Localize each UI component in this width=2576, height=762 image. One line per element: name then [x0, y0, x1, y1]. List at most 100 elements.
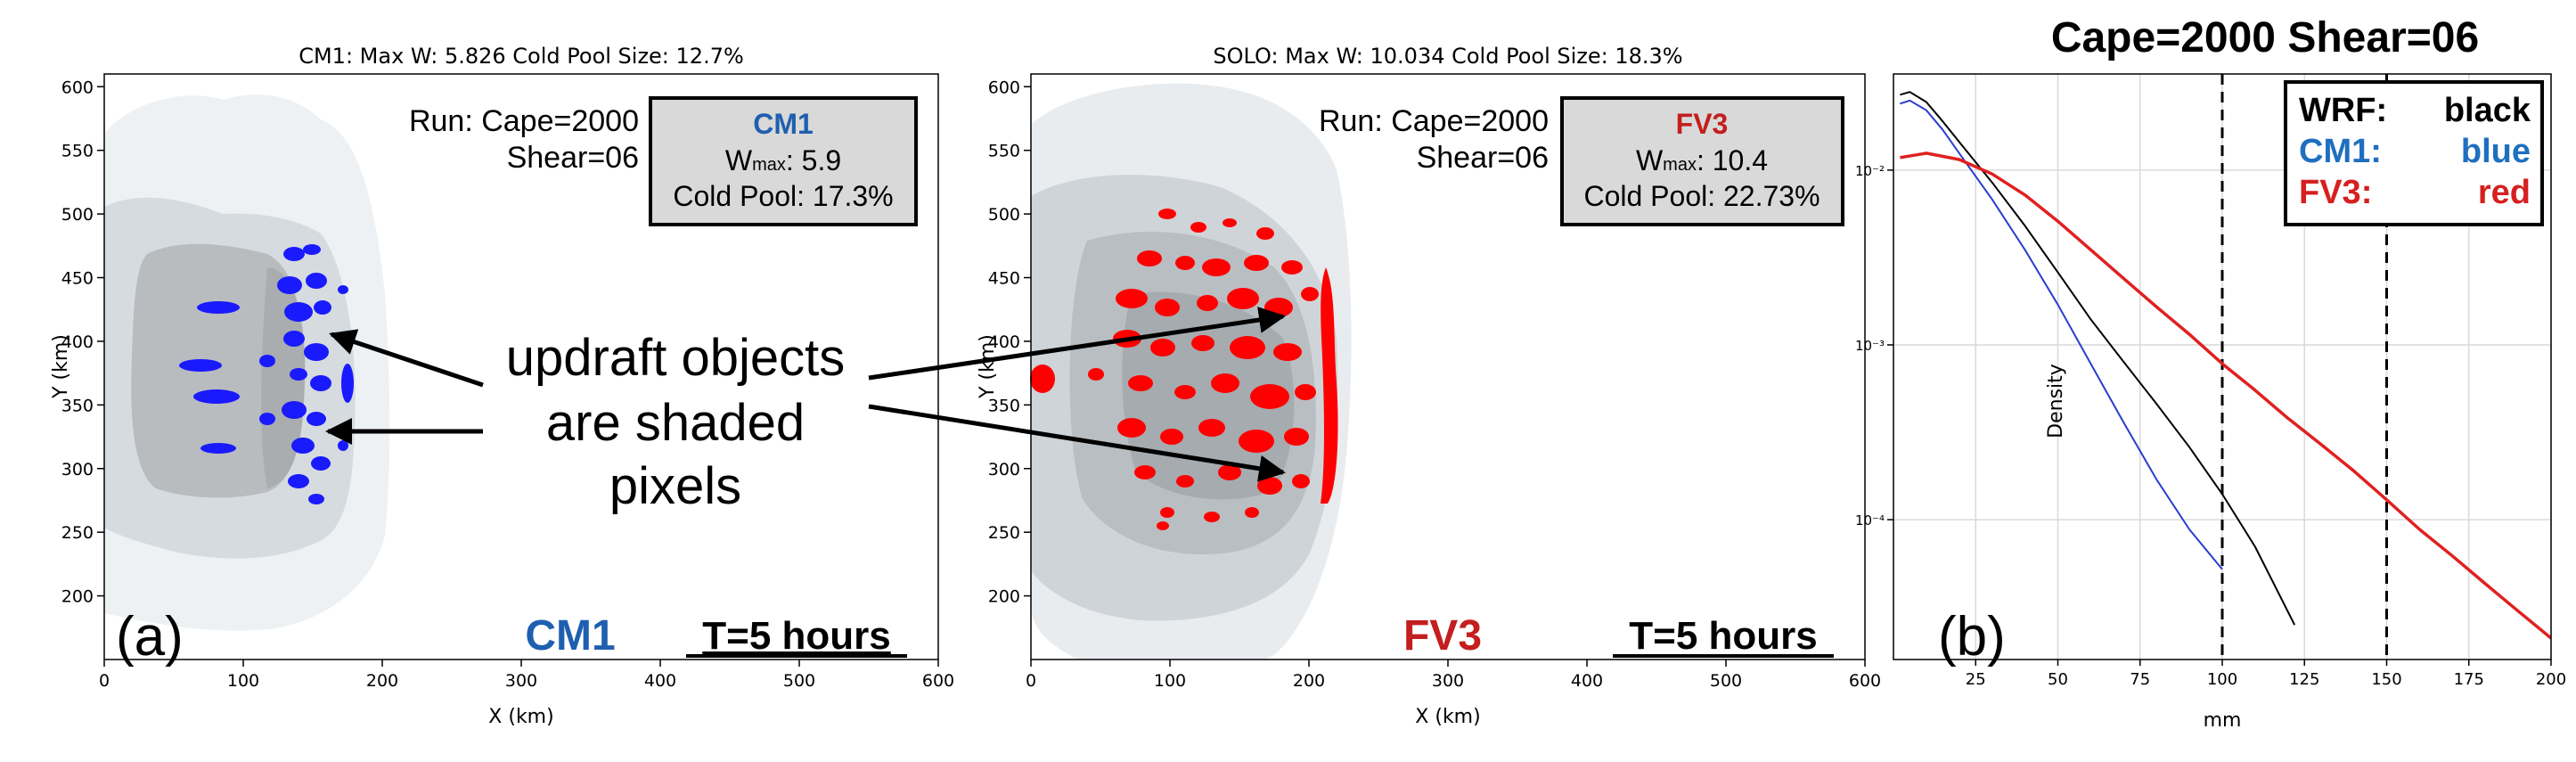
panel-a-letter: (a)	[116, 606, 184, 668]
panel-b-model-label: FV3	[1403, 612, 1482, 660]
x-tick-label: 300	[505, 671, 537, 691]
wrf-series-line	[1900, 91, 2296, 626]
x-tick-label: 125	[2289, 670, 2319, 689]
y-tick-label: 300	[61, 460, 94, 479]
x-tick-label: 0	[99, 671, 110, 691]
panel-a-axes: 0 100 200 300 400 500 600 200 250 300 350 400 450 500…	[61, 78, 954, 691]
panel-a-title: CM1: Max W: 5.826 Cold Pool Size: 12.7%	[298, 44, 744, 69]
panel-a-field	[104, 94, 390, 631]
y-tick-label: 350	[61, 396, 94, 415]
arrow-to-cm1-upper	[329, 329, 484, 388]
panel-c-title: Cape=2000 Shear=06	[2051, 14, 2479, 61]
x-tick-label: 200	[1293, 671, 1325, 691]
panel-a-box-model: CM1	[753, 108, 814, 140]
panel-b-info-box: FV3 Wmax: 10.4 Cold Pool: 22.73%	[1560, 96, 1844, 226]
y-tick-label: 250	[988, 523, 1020, 543]
updraft-annotation: updraft objects are shaded pixels	[325, 307, 1286, 515]
y-tick-label: 550	[61, 142, 94, 161]
panel-b-box-wmax: Wmax: 10.4	[1636, 144, 1768, 176]
panel-c-legend: WRF: black CM1: blue FV3: red	[2284, 80, 2544, 226]
panel-b-xlabel: X (km)	[1415, 706, 1480, 728]
x-tick-label: 25	[1966, 670, 1986, 689]
x-tick-label: 100	[1154, 671, 1186, 691]
x-tick-label: 600	[1849, 671, 1881, 691]
x-tick-label: 200	[2536, 670, 2566, 689]
panel-a-box-coldpool: Cold Pool: 17.3%	[673, 180, 893, 212]
arrow-to-fv3-lower	[868, 404, 1286, 482]
x-tick-label: 150	[2371, 670, 2401, 689]
panel-a-box-wmax: Wmax: 5.9	[725, 144, 841, 176]
panel-c-xlabel: mm	[2204, 709, 2242, 732]
panel-a-model-label: CM1	[525, 612, 615, 660]
panel-b-run-label: Run: Cape=2000	[1319, 104, 1549, 138]
panel-a-ylabel: Y (km)	[50, 334, 72, 399]
y-tick-label: 250	[61, 523, 94, 543]
y-tick-label: 10⁻⁴	[1855, 512, 1885, 528]
y-tick-label: 350	[988, 396, 1020, 415]
x-tick-label: 100	[2207, 670, 2237, 689]
cold-pool-inner	[131, 243, 304, 498]
panel-a: CM1: Max W: 5.826 Cold Pool Size: 12.7%	[50, 44, 954, 728]
panel-c-ylabel: Density	[2045, 364, 2067, 438]
x-tick-label: 500	[783, 671, 815, 691]
annotation-line-1: updraft objects	[506, 329, 845, 387]
cold-pool-core	[261, 267, 306, 488]
legend-color-word: blue	[2461, 133, 2531, 170]
panel-b-title: SOLO: Max W: 10.034 Cold Pool Size: 18.3…	[1213, 44, 1682, 69]
annotation-line-3: pixels	[609, 457, 741, 515]
y-tick-label: 500	[988, 205, 1020, 225]
panel-c-axes: 25 50 75 100 125 150 175 200 10⁻² 10⁻³ 10⁻⁴	[1855, 163, 2566, 689]
y-tick-label: 200	[61, 587, 94, 607]
panel-a-shear-label: Shear=06	[507, 141, 639, 175]
panel-b-axes: 0 100 200 300 400 500 600 200 250 300 350 400 450 500…	[988, 78, 1881, 691]
x-tick-label: 75	[2130, 670, 2150, 689]
fv3-series-line	[1900, 152, 2551, 640]
y-tick-label: 600	[988, 78, 1020, 97]
panel-a-xlabel: X (km)	[488, 706, 553, 728]
arrow-to-fv3-upper	[868, 307, 1286, 381]
x-tick-label: 400	[1571, 671, 1603, 691]
panel-b-shear-label: Shear=06	[1417, 141, 1549, 175]
x-tick-label: 600	[922, 671, 954, 691]
panel-a-run-label: Run: Cape=2000	[409, 104, 639, 138]
x-tick-label: 50	[2048, 670, 2068, 689]
updraft-objects-a	[179, 244, 354, 504]
y-tick-label: 200	[988, 587, 1020, 607]
y-tick-label: 10⁻²	[1855, 163, 1885, 179]
y-tick-label: 400	[988, 332, 1020, 352]
panel-a-time-label: T=5 hours	[702, 614, 891, 658]
y-tick-label: 550	[988, 142, 1020, 161]
cm1-series-line	[1900, 99, 2223, 570]
panel-b: SOLO: Max W: 10.034 Cold Pool Size: 18.3…	[977, 44, 1881, 728]
y-tick-label: 600	[61, 78, 94, 97]
y-tick-label: 450	[61, 269, 94, 289]
y-tick-label: 300	[988, 460, 1020, 479]
x-tick-label: 175	[2454, 670, 2484, 689]
legend-model: CM1:	[2299, 133, 2382, 170]
x-tick-label: 300	[1432, 671, 1464, 691]
x-tick-label: 100	[227, 671, 259, 691]
panel-c-letter: (b)	[1938, 606, 2006, 668]
panel-b-box-coldpool: Cold Pool: 22.73%	[1583, 180, 1820, 212]
x-tick-label: 500	[1710, 671, 1742, 691]
legend-model: WRF:	[2299, 92, 2387, 129]
panel-b-field	[1031, 83, 1352, 660]
x-tick-label: 200	[366, 671, 398, 691]
panel-b-time-label: T=5 hours	[1629, 614, 1818, 658]
legend-model: FV3:	[2299, 174, 2372, 211]
panel-b-box-model: FV3	[1676, 108, 1729, 140]
panel-a-info-box: CM1 Wmax: 5.9 Cold Pool: 17.3%	[649, 96, 918, 226]
legend-rows: WRF: black CM1: blue FV3: red	[2299, 92, 2531, 211]
panel-b-ylabel: Y (km)	[977, 334, 999, 399]
legend-color-word: red	[2478, 174, 2531, 211]
legend-color-word: black	[2444, 92, 2531, 129]
y-tick-label: 10⁻³	[1855, 338, 1885, 354]
x-tick-label: 400	[644, 671, 676, 691]
annotation-line-2: are shaded	[546, 394, 805, 452]
x-tick-label: 0	[1026, 671, 1036, 691]
panel-c: Cape=2000 Shear=06 25 50 75 100 125 150 175 200…	[1855, 14, 2566, 732]
y-tick-label: 450	[988, 269, 1020, 289]
y-tick-label: 400	[61, 332, 94, 352]
y-tick-label: 500	[61, 205, 94, 225]
